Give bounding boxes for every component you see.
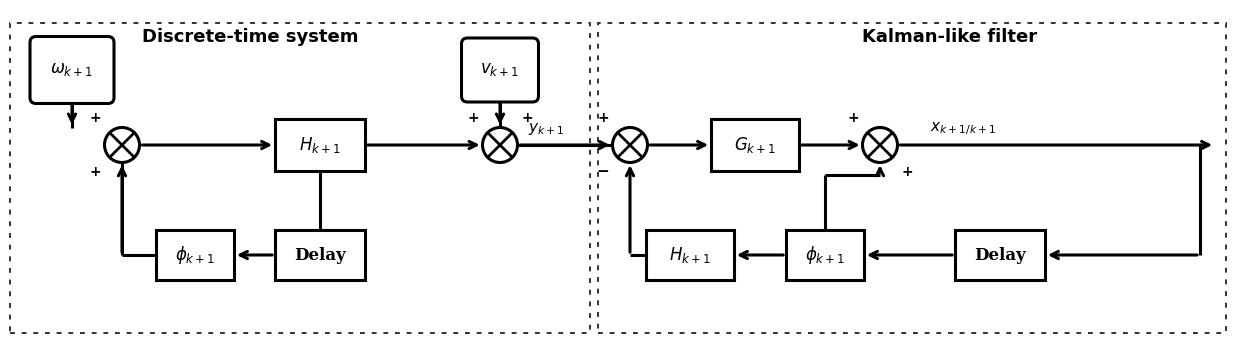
Text: Kalman-like filter: Kalman-like filter — [863, 28, 1038, 46]
Text: +: + — [467, 111, 479, 125]
Text: +: + — [89, 165, 100, 179]
Text: +: + — [598, 111, 609, 125]
Text: $H_{k+1}$: $H_{k+1}$ — [299, 135, 341, 155]
Text: +: + — [901, 165, 913, 179]
Text: $v_{k+1}$: $v_{k+1}$ — [480, 61, 520, 78]
Text: $\omega_{k+1}$: $\omega_{k+1}$ — [51, 61, 94, 78]
FancyBboxPatch shape — [461, 38, 538, 102]
FancyBboxPatch shape — [30, 37, 114, 104]
Circle shape — [104, 127, 139, 163]
Bar — [275, 119, 365, 171]
Text: Discrete-time system: Discrete-time system — [141, 28, 358, 46]
Text: +: + — [89, 111, 100, 125]
Text: +: + — [521, 111, 533, 125]
Bar — [711, 119, 799, 171]
Bar — [786, 230, 864, 280]
Text: $H_{k+1}$: $H_{k+1}$ — [670, 245, 711, 265]
Text: $\phi_{k+1}$: $\phi_{k+1}$ — [175, 244, 216, 266]
Circle shape — [482, 127, 517, 163]
Bar — [955, 230, 1045, 280]
Text: Delay: Delay — [294, 246, 346, 263]
Circle shape — [613, 127, 647, 163]
Bar — [156, 230, 234, 280]
Text: $\phi_{k+1}$: $\phi_{k+1}$ — [805, 244, 846, 266]
Text: $y_{k+1}$: $y_{k+1}$ — [528, 121, 564, 137]
Circle shape — [863, 127, 898, 163]
Bar — [646, 230, 734, 280]
Text: +: + — [847, 111, 859, 125]
Text: $G_{k+1}$: $G_{k+1}$ — [734, 135, 776, 155]
Text: $x_{k+1/k+1}$: $x_{k+1/k+1}$ — [930, 120, 996, 137]
Text: −: − — [596, 164, 609, 180]
Bar — [275, 230, 365, 280]
Text: Delay: Delay — [975, 246, 1025, 263]
